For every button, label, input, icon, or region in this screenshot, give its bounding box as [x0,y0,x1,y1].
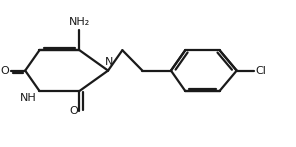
Text: O: O [69,106,78,116]
Text: NH₂: NH₂ [69,17,90,27]
Text: Cl: Cl [255,66,266,76]
Text: O: O [1,66,9,76]
Text: NH: NH [20,93,37,103]
Text: N: N [105,57,114,67]
